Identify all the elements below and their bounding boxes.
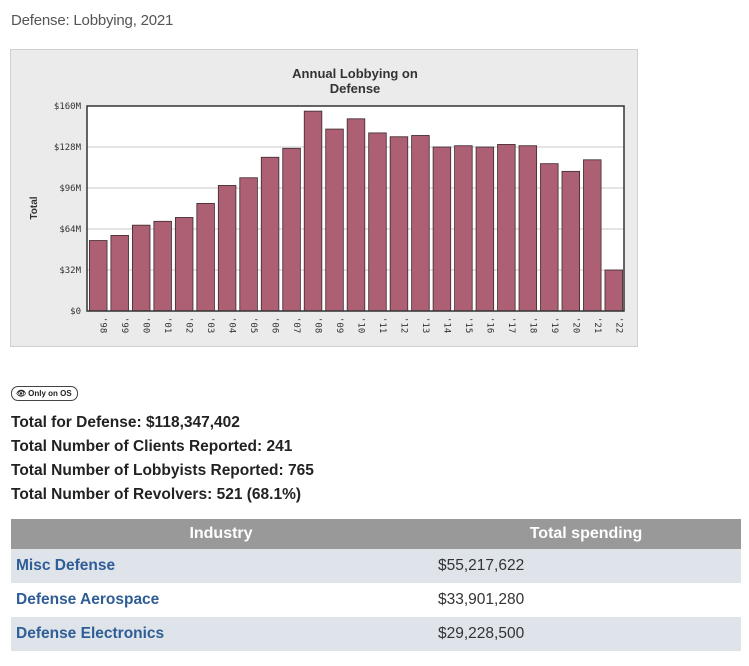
x-tick-label: '10 xyxy=(356,317,366,333)
bar-19[interactable] xyxy=(540,163,559,312)
x-tick-label: '12 xyxy=(398,317,408,333)
x-tick-label: '14 xyxy=(441,317,451,333)
clients-count-row: Total Number of Clients Reported: 241 xyxy=(11,435,314,459)
clients-count-value: 241 xyxy=(266,438,293,455)
bar-05[interactable] xyxy=(239,177,258,312)
bar-04[interactable] xyxy=(217,185,237,312)
y-tick-label: $64M xyxy=(59,225,81,235)
x-tick-label: '04 xyxy=(227,317,237,333)
bar-12[interactable] xyxy=(389,136,409,312)
totals-summary: Total for Defense: $118,347,402 Total Nu… xyxy=(11,411,314,507)
x-tick-label: '03 xyxy=(205,317,215,333)
lobbyists-count-value: 765 xyxy=(288,462,314,479)
spending-value: $33,901,280 xyxy=(431,583,741,617)
y-tick-label: $96M xyxy=(59,184,81,194)
x-tick-label: '98 xyxy=(98,317,108,333)
clients-count-label: Total Number of Clients Reported: xyxy=(11,438,263,455)
bar-02[interactable] xyxy=(174,217,194,312)
bar-18[interactable] xyxy=(518,145,538,312)
x-tick-label: '21 xyxy=(592,317,602,333)
y-tick-label: $160M xyxy=(54,102,82,112)
bar-00[interactable] xyxy=(131,224,151,312)
revolvers-count-label: Total Number of Revolvers: xyxy=(11,486,213,503)
revolvers-count-value: 521 (68.1%) xyxy=(216,486,302,503)
plot-border xyxy=(86,105,625,312)
bar-98[interactable] xyxy=(89,240,108,312)
table-row: Defense Aerospace $33,901,280 xyxy=(11,583,741,617)
spending-value: $29,228,500 xyxy=(431,617,741,651)
y-tick-label: $128M xyxy=(54,143,82,153)
total-spending-row: Total for Defense: $118,347,402 xyxy=(11,411,314,435)
bar-06[interactable] xyxy=(260,156,280,312)
x-tick-label: '15 xyxy=(463,317,473,333)
industry-link-misc-defense[interactable]: Misc Defense xyxy=(16,557,116,574)
lobbyists-count-label: Total Number of Lobbyists Reported: xyxy=(11,462,284,479)
x-tick-label: '22 xyxy=(613,317,623,333)
bar-08[interactable] xyxy=(303,110,323,312)
bar-16[interactable] xyxy=(475,146,495,312)
bar-21[interactable] xyxy=(583,159,602,312)
total-spending-label: Total for Defense: xyxy=(11,414,142,431)
x-tick-label: '17 xyxy=(506,317,516,333)
chart-title-line-1: Annual Lobbying on xyxy=(292,66,418,81)
table-row: Defense Electronics $29,228,500 xyxy=(11,617,741,651)
lobbying-chart: Annual Lobbying on Defense Total $0 $32M $… xyxy=(10,49,638,347)
y-tick-label: $0 xyxy=(70,307,81,317)
bar-10[interactable] xyxy=(346,118,366,312)
x-tick-label: '02 xyxy=(184,317,194,333)
x-tick-label: '13 xyxy=(420,317,430,333)
industry-column-header[interactable]: Industry xyxy=(11,519,431,549)
bar-22[interactable] xyxy=(604,269,623,312)
x-tick-label: '99 xyxy=(119,317,129,333)
bar-01[interactable] xyxy=(153,220,172,312)
x-tick-label: '16 xyxy=(484,317,494,333)
bar-07[interactable] xyxy=(282,147,301,312)
x-tick-label: '20 xyxy=(570,317,580,333)
bar-11[interactable] xyxy=(368,132,387,312)
industry-link-defense-electronics[interactable]: Defense Electronics xyxy=(16,625,165,642)
bar-03[interactable] xyxy=(196,202,215,312)
x-tick-label: '18 xyxy=(527,317,537,333)
x-tick-label: '01 xyxy=(162,317,172,333)
x-tick-label: '00 xyxy=(141,317,151,333)
page-heading: Defense: Lobbying, 2021 xyxy=(11,12,174,29)
table-row: Misc Defense $55,217,622 xyxy=(11,549,741,583)
bar-09[interactable] xyxy=(325,128,344,312)
only-on-os-label: Only on OS xyxy=(28,389,72,398)
bar-13[interactable] xyxy=(411,135,430,312)
x-tick-label: '08 xyxy=(313,317,323,333)
bar-14[interactable] xyxy=(432,146,452,312)
bar-20[interactable] xyxy=(561,170,580,312)
revolvers-count-row: Total Number of Revolvers: 521 (68.1%) xyxy=(11,483,314,507)
chart-title-line-2: Defense xyxy=(330,81,381,96)
spending-value: $55,217,622 xyxy=(431,549,741,583)
y-axis-label: Total xyxy=(29,196,40,219)
total-spending-column-header[interactable]: Total spending xyxy=(431,519,741,549)
industry-link-defense-aerospace[interactable]: Defense Aerospace xyxy=(16,591,160,608)
y-tick-label: $32M xyxy=(59,266,81,276)
only-on-os-badge[interactable]: 👁 Only on OS xyxy=(11,386,78,401)
x-tick-label: '06 xyxy=(270,317,280,333)
eye-icon: 👁 xyxy=(16,389,27,398)
x-tick-label: '09 xyxy=(334,317,344,333)
bar-17[interactable] xyxy=(497,144,516,312)
x-tick-label: '07 xyxy=(291,317,301,333)
lobbyists-count-row: Total Number of Lobbyists Reported: 765 xyxy=(11,459,314,483)
x-tick-label: '11 xyxy=(377,317,387,333)
industry-table: Industry Total spending Misc Defense $55… xyxy=(11,519,741,651)
x-tick-label: '19 xyxy=(549,317,559,333)
total-spending-value: $118,347,402 xyxy=(145,414,240,431)
chart-svg: Annual Lobbying on Defense Total $0 $32M $… xyxy=(29,66,625,333)
table-header-row: Industry Total spending xyxy=(11,519,741,549)
bar-15[interactable] xyxy=(454,145,473,312)
x-tick-label: '05 xyxy=(248,317,258,333)
bar-99[interactable] xyxy=(110,235,129,312)
